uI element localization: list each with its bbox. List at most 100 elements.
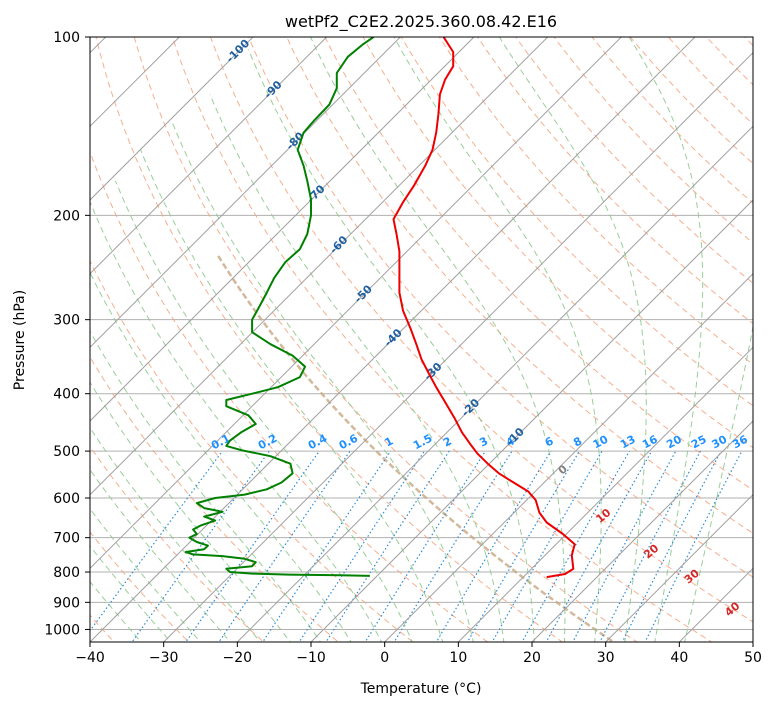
y-tick-label: 800 xyxy=(53,565,80,581)
y-tick-label: 500 xyxy=(53,444,80,460)
mixing-ratio-line xyxy=(466,450,580,642)
y-tick-label: 1000 xyxy=(44,622,80,638)
moist-adiabat xyxy=(172,123,474,642)
isotherm-line xyxy=(457,346,753,642)
moist-adiabat xyxy=(90,271,352,642)
mixing-ratio-line xyxy=(393,450,513,642)
moist-adiabat xyxy=(90,426,261,642)
mixing-ratio-lines xyxy=(90,450,743,642)
moist-adiabat xyxy=(209,94,505,642)
mixing-ratio-label: 10 xyxy=(591,433,611,452)
y-tick-label: 100 xyxy=(53,30,80,46)
moist-adiabat xyxy=(248,49,535,642)
moist-adiabat xyxy=(684,323,753,642)
y-tick-label: 400 xyxy=(53,387,80,403)
isotherm-line xyxy=(90,37,181,128)
mixing-ratio-line xyxy=(545,450,653,642)
x-axis: −40 −30 −20 −10 0 10 20 30 40 50 xyxy=(75,642,762,666)
dry-adiabat xyxy=(95,37,564,642)
isotherm-line xyxy=(531,420,753,642)
mixing-ratio-line xyxy=(572,450,677,642)
isotherm-line xyxy=(90,37,328,275)
dry-adiabat xyxy=(171,37,713,642)
mixing-ratio-label: 20 xyxy=(664,433,684,452)
dry-adiabat xyxy=(324,37,753,491)
isotherm-line xyxy=(162,51,753,642)
mixing-ratio-label: 13 xyxy=(618,433,638,452)
moist-adiabat xyxy=(114,180,413,642)
y-tick-label: 600 xyxy=(53,491,80,507)
y-axis-title: Pressure (hPa) xyxy=(12,290,28,390)
x-tick-label: −20 xyxy=(223,650,253,666)
plot-area: 0.1 0.2 0.4 0.6 1 1.5 2 3 4 6 8 10 13 16 20 25 30 36-100-… xyxy=(90,37,753,642)
x-tick-label: 0 xyxy=(380,650,389,666)
dewpoint-profile xyxy=(184,37,375,577)
dry-adiabats xyxy=(90,37,753,642)
isotherm-line xyxy=(383,272,753,642)
isotherm-line xyxy=(90,37,475,422)
y-tick-label: 700 xyxy=(53,531,80,547)
dry-adiabat xyxy=(90,356,340,642)
isotherm-line xyxy=(90,37,623,570)
lcl-line xyxy=(217,255,616,642)
x-tick-label: −30 xyxy=(149,650,179,666)
dry-adiabat xyxy=(209,37,753,623)
mixing-ratio-line xyxy=(599,450,702,642)
mixing-ratio-label: 36 xyxy=(730,433,750,452)
moist-adiabat xyxy=(90,468,231,642)
x-tick-label: −10 xyxy=(296,650,326,666)
y-tick-label: 200 xyxy=(53,208,80,224)
chart-title: wetPf2_C2E2.2025.360.08.42.E16 xyxy=(285,12,557,32)
mixing-ratio-line xyxy=(491,450,603,642)
mixing-ratio-line xyxy=(435,450,552,642)
dry-adiabat xyxy=(90,150,489,642)
isotherm-line xyxy=(236,125,753,642)
y-axis: 100 200 300 400 500 600 700 800 900 1000 xyxy=(44,30,90,638)
moist-adiabat xyxy=(310,37,566,642)
dry-adiabat xyxy=(90,531,190,642)
moist-adiabat xyxy=(90,201,383,642)
moist-adiabat xyxy=(628,37,704,642)
mixing-ratio-line xyxy=(131,450,270,642)
mixing-ratio-line xyxy=(298,450,425,642)
mixing-ratio-line xyxy=(364,450,486,642)
lcl-curve xyxy=(217,255,616,642)
moist-adiabat xyxy=(498,37,647,642)
isotherm-line xyxy=(90,37,696,642)
y-tick-label: 300 xyxy=(53,313,80,329)
mixing-ratio-label: 25 xyxy=(689,433,709,452)
moist-adiabat xyxy=(140,149,444,642)
x-tick-label: 30 xyxy=(597,650,615,666)
mixing-ratio-line xyxy=(218,450,351,642)
dry-adiabat xyxy=(362,37,753,449)
dry-adiabat xyxy=(90,259,414,642)
dry-adiabat xyxy=(90,445,265,642)
profile-series xyxy=(184,37,576,579)
dry-adiabat xyxy=(515,37,753,284)
isotherm-line xyxy=(604,493,753,642)
x-tick-label: 20 xyxy=(523,650,541,666)
moist-adiabat xyxy=(90,330,322,642)
x-tick-label: 40 xyxy=(670,650,688,666)
x-tick-label: 50 xyxy=(744,650,762,666)
moist-adiabat xyxy=(90,545,172,642)
temperature-profile xyxy=(392,37,576,579)
moist-adiabat xyxy=(90,508,201,642)
moist-adiabats xyxy=(90,37,753,642)
gridlines xyxy=(90,37,753,630)
isotherm-line xyxy=(90,37,402,349)
moist-adiabat xyxy=(393,37,602,642)
mixing-ratio-line xyxy=(262,450,392,642)
mixing-ratio-line xyxy=(325,450,450,642)
mixing-ratio-label: 16 xyxy=(640,433,660,452)
isotherm-line xyxy=(310,199,753,642)
moist-adiabat xyxy=(90,580,142,642)
isotherm-line xyxy=(90,37,254,201)
plot-frame xyxy=(89,36,754,643)
x-tick-label: 10 xyxy=(449,650,467,666)
x-tick-label: −40 xyxy=(75,650,105,666)
y-tick-label: 900 xyxy=(53,595,80,611)
x-axis-title: Temperature (°C) xyxy=(360,681,482,697)
